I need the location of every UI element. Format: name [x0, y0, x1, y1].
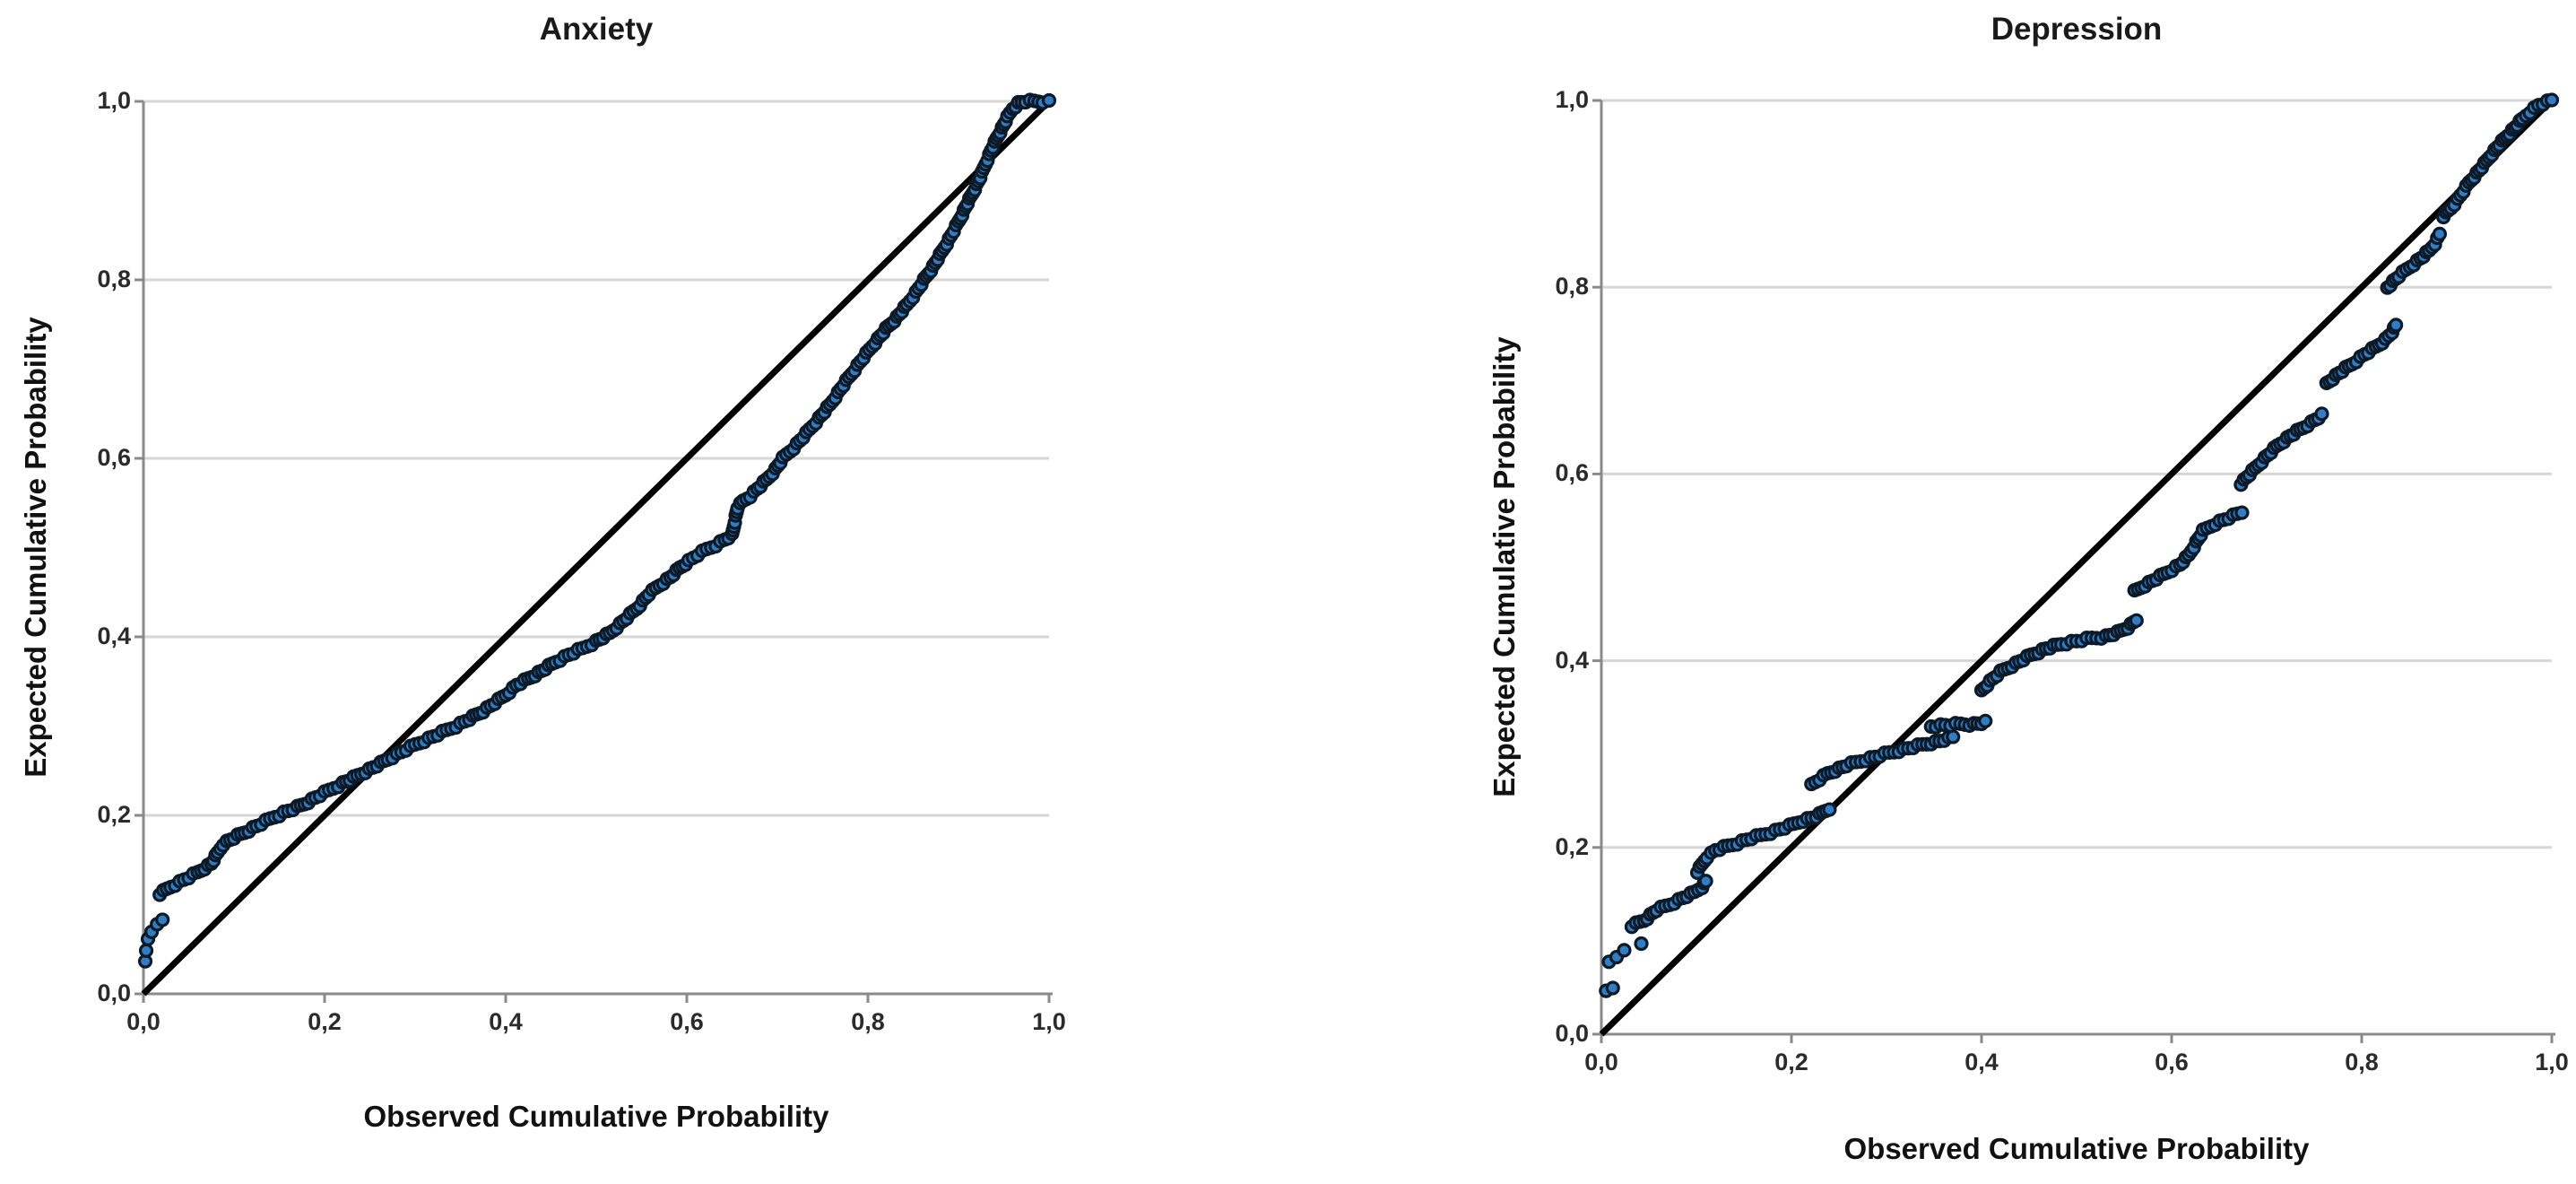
x-axis-label-anxiety: Observed Cumulative Probability	[363, 1100, 829, 1133]
depression-plot	[1592, 92, 2560, 1043]
axis-lines	[1600, 100, 2555, 1036]
x-tick-label: 0,0	[1584, 1049, 1618, 1075]
data-points	[137, 92, 1057, 969]
anxiety-plot	[134, 92, 1057, 1003]
x-tick-label: 1,0	[1032, 1008, 1066, 1035]
x-tick-label: 0,0	[126, 1008, 160, 1035]
data-point	[1605, 980, 1620, 996]
x-tick-label: 1,0	[2535, 1049, 2569, 1075]
data-point	[1041, 92, 1057, 109]
data-point	[138, 943, 154, 958]
chart-title-depression: Depression	[1991, 12, 2163, 47]
data-points	[1599, 92, 2560, 998]
tick-marks	[1592, 99, 2554, 1043]
y-tick-label: 0,2	[1555, 832, 1589, 860]
data-point	[2544, 92, 2560, 108]
y-axis-label-anxiety: Expected Cumulative Probability	[19, 317, 52, 778]
data-point	[2432, 226, 2448, 241]
y-tick-label: 0,6	[97, 444, 131, 471]
data-point	[2389, 318, 2404, 333]
x-tick-label: 0,2	[1774, 1049, 1808, 1075]
x-axis-label-depression: Observed Cumulative Probability	[1843, 1132, 2310, 1165]
y-tick-label: 0,8	[1555, 273, 1589, 300]
y-tick-label: 0,8	[97, 266, 131, 292]
x-tick-label: 0,6	[670, 1008, 704, 1035]
y-axis-label-depression: Expected Cumulative Probability	[1487, 336, 1521, 797]
data-point	[2314, 406, 2329, 422]
y-tick-label: 1,0	[1555, 86, 1589, 113]
y-tick-label: 1,0	[97, 87, 131, 114]
data-point	[155, 912, 170, 927]
data-point	[2129, 613, 2144, 628]
x-tick-label: 0,8	[851, 1008, 885, 1035]
data-point	[1634, 936, 1649, 952]
x-tick-label: 0,6	[2155, 1049, 2189, 1075]
chart-title-anxiety: Anxiety	[539, 12, 654, 47]
x-tick-label: 0,2	[308, 1008, 342, 1035]
data-point	[1822, 802, 1837, 817]
y-tick-label: 0,2	[97, 801, 131, 828]
tick-marks	[134, 100, 1051, 1003]
x-tick-label: 0,4	[489, 1008, 523, 1035]
grid-lines	[143, 100, 1049, 817]
data-point	[1978, 713, 1993, 728]
y-tick-label: 0,0	[1555, 1020, 1589, 1047]
y-tick-label: 0,6	[1555, 459, 1589, 487]
grid-lines	[1601, 99, 2552, 849]
y-tick-label: 0,4	[97, 622, 131, 649]
y-tick-label: 0,0	[97, 979, 131, 1006]
axis-lines	[142, 101, 1053, 996]
x-tick-label: 0,8	[2345, 1049, 2379, 1075]
x-tick-label: 0,4	[1965, 1049, 1999, 1075]
data-point	[2234, 505, 2250, 520]
y-tick-label: 0,4	[1555, 646, 1589, 674]
data-point	[1698, 874, 1713, 889]
reference-line	[1599, 98, 2554, 1037]
reference-line	[141, 99, 1052, 997]
data-point	[1617, 943, 1632, 958]
